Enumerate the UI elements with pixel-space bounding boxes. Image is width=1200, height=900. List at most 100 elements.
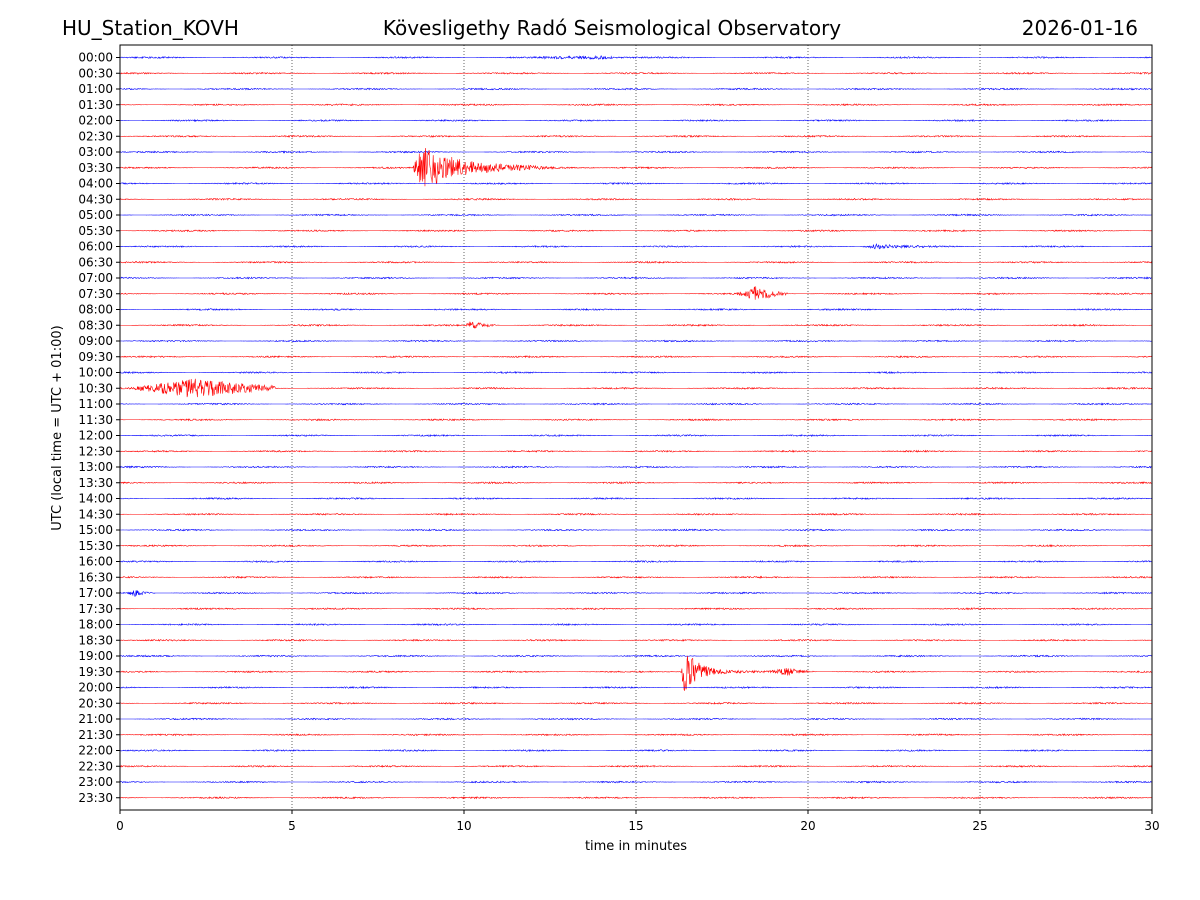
row-label-1430: 14:30 [78, 507, 113, 521]
row-label-1730: 17:30 [78, 602, 113, 616]
row-label-1900: 19:00 [78, 649, 113, 663]
row-label-0300: 03:00 [78, 145, 113, 159]
row-label-0400: 04:00 [78, 177, 113, 191]
row-label-0430: 04:30 [78, 192, 113, 206]
trace-1830 [119, 638, 1153, 642]
trace-0630 [119, 260, 1153, 264]
row-label-0330: 03:30 [78, 161, 113, 175]
x-tick-label: 25 [972, 819, 987, 833]
trace-2130 [119, 733, 1153, 737]
row-label-0500: 05:00 [78, 208, 113, 222]
trace-1330 [120, 481, 1153, 485]
row-label-0800: 08:00 [78, 303, 113, 317]
row-label-0700: 07:00 [78, 271, 113, 285]
observatory-title: Kövesligethy Radó Seismological Observat… [383, 16, 841, 40]
row-label-2030: 20:30 [78, 696, 113, 710]
trace-1230 [119, 449, 1153, 453]
row-label-0530: 05:30 [78, 224, 113, 238]
trace-0530 [120, 229, 1153, 233]
row-label-1500: 15:00 [78, 523, 113, 537]
trace-2030 [119, 701, 1153, 705]
trace-1130 [119, 418, 1152, 422]
trace-0500 [119, 213, 1153, 217]
trace-2330 [119, 796, 1153, 800]
trace-0400 [119, 181, 1153, 186]
trace-1730 [119, 607, 1153, 611]
trace-0000 [119, 55, 1153, 60]
row-label-1100: 11:00 [78, 397, 113, 411]
row-label-0830: 08:30 [78, 318, 113, 332]
trace-0100 [119, 87, 1153, 91]
row-label-0230: 02:30 [78, 129, 113, 143]
row-label-1930: 19:30 [78, 665, 113, 679]
trace-1630 [119, 575, 1153, 579]
row-label-0600: 06:00 [78, 240, 113, 254]
trace-1530 [119, 544, 1153, 548]
trace-layer [119, 55, 1153, 800]
row-label-0900: 09:00 [78, 334, 113, 348]
trace-2100 [119, 717, 1152, 721]
row-label-2000: 20:00 [78, 681, 113, 695]
row-label-1230: 12:30 [78, 444, 113, 458]
trace-1400 [119, 497, 1153, 501]
x-tick-label: 30 [1144, 819, 1159, 833]
trace-1700 [119, 590, 1153, 598]
x-tick-label: 0 [116, 819, 124, 833]
x-axis-ticks: 0 5 10 15 20 25 30 [116, 810, 1160, 833]
row-label-1800: 18:00 [78, 618, 113, 632]
row-label-1300: 13:00 [78, 460, 113, 474]
plot-frame [119, 44, 1153, 811]
row-label-2300: 23:00 [78, 775, 113, 789]
row-label-1030: 10:30 [78, 381, 113, 395]
trace-1200 [119, 433, 1153, 438]
row-label-1530: 15:30 [78, 539, 113, 553]
row-label-2100: 21:00 [78, 712, 113, 726]
trace-0800 [119, 307, 1153, 312]
row-label-0630: 06:30 [78, 255, 113, 269]
trace-0930 [119, 355, 1153, 359]
y-axis-label: UTC (local time = UTC + 01:00) [50, 325, 65, 530]
row-label-2200: 22:00 [78, 744, 113, 758]
row-label-0730: 07:30 [78, 287, 113, 301]
x-tick-label: 10 [456, 819, 471, 833]
trace-0300 [119, 150, 1153, 154]
row-label-1200: 12:00 [78, 429, 113, 443]
row-label-0130: 01:30 [78, 98, 113, 112]
row-label-2330: 23:30 [78, 791, 113, 805]
row-label-0100: 01:00 [78, 82, 113, 96]
trace-0900 [119, 339, 1153, 343]
row-label-1700: 17:00 [78, 586, 113, 600]
trace-0130 [119, 103, 1153, 107]
trace-1930 [119, 655, 1153, 691]
trace-1300 [119, 465, 1153, 469]
trace-1000 [119, 370, 1153, 374]
trace-1500 [119, 528, 1153, 532]
trace-2230 [119, 764, 1153, 768]
row-label-0930: 09:30 [78, 350, 113, 364]
row-label-0000: 00:00 [78, 51, 113, 65]
trace-0830 [119, 321, 1153, 329]
row-label-1330: 13:30 [78, 476, 113, 490]
row-label-0200: 02:00 [78, 114, 113, 128]
trace-1800 [120, 623, 1153, 627]
trace-1030 [119, 378, 1153, 398]
trace-0730 [119, 286, 1153, 300]
x-axis-label: time in minutes [585, 839, 687, 854]
trace-2300 [119, 780, 1153, 784]
x-tick-label: 20 [800, 819, 815, 833]
x-tick-label: 5 [288, 819, 296, 833]
trace-1900 [119, 654, 1153, 658]
trace-0230 [119, 134, 1153, 138]
x-tick-label: 15 [628, 819, 643, 833]
row-label-1000: 10:00 [78, 366, 113, 380]
row-label-2230: 22:30 [78, 759, 113, 773]
trace-1100 [119, 402, 1153, 406]
date-title: 2026-01-16 [1022, 16, 1138, 40]
station-title: HU_Station_KOVH [62, 16, 239, 40]
trace-0700 [119, 276, 1153, 280]
trace-2200 [119, 749, 1153, 753]
row-label-2130: 21:30 [78, 728, 113, 742]
